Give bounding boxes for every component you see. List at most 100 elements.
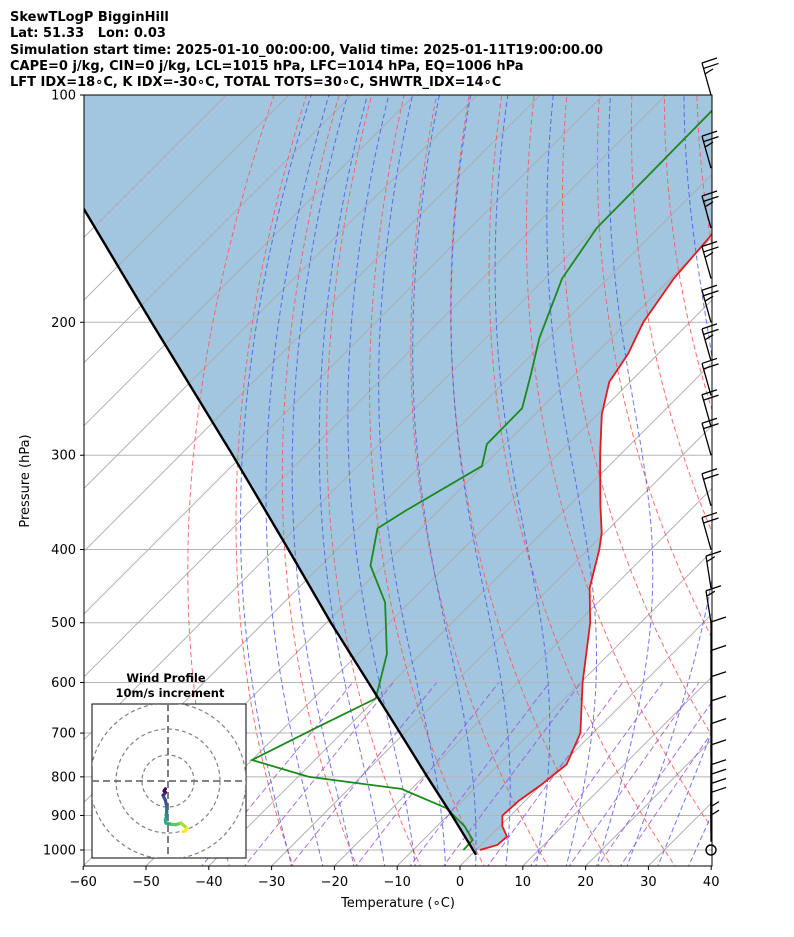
wind-barb: [701, 190, 719, 229]
barb-feather: [701, 284, 718, 291]
barb-feather: [710, 718, 727, 725]
barb-feather: [704, 251, 714, 258]
y-axis-ticks: 1000 900 800 700 600 500 400 300 200 100: [43, 89, 84, 859]
wind-barb: [701, 468, 719, 506]
barb-feather: [703, 246, 719, 253]
barb-feather: [701, 190, 718, 197]
calm-barb: [705, 844, 717, 856]
x-tick-label: 40: [703, 875, 720, 890]
indices-line: LFT IDX=18∘C, K IDX=-30∘C, TOTAL TOTS=30…: [10, 75, 502, 91]
barb-feather: [710, 768, 727, 775]
moist-adiabat: [265, 95, 330, 866]
barb-feather: [704, 295, 714, 302]
mixing-ratio-line: [487, 682, 624, 866]
chart-title: SkewTLogP BigginHill: [10, 10, 169, 25]
barb-feather: [710, 801, 720, 808]
barb-feather: [704, 334, 714, 341]
x-tick-label: −20: [321, 875, 348, 890]
location-line: Lat: 51.33 Lon: 0.03: [10, 26, 166, 42]
barb-feather: [703, 394, 719, 401]
moist-adiabat: [657, 730, 712, 866]
wind-barb: [701, 57, 719, 96]
barb-feather: [704, 141, 714, 148]
barb-feather: [710, 671, 727, 678]
isotherm-line: [271, 424, 712, 866]
dry-adiabat: [729, 78, 794, 869]
wind-barb: [705, 550, 722, 589]
barb-feather: [703, 328, 719, 335]
isotherm-line: [84, 95, 227, 238]
parcel-profile: [84, 206, 478, 856]
dry-adiabat: [187, 95, 275, 866]
barb-feather: [710, 786, 727, 794]
barb-feather: [710, 809, 720, 816]
barb-feather: [701, 57, 718, 64]
isotherm-line: [334, 487, 712, 866]
isotherm-line: [84, 95, 290, 301]
dry-adiabat: [326, 95, 421, 866]
barb-feather: [701, 468, 718, 475]
y-tick-label: 700: [51, 727, 76, 742]
barb-feather: [703, 62, 719, 70]
isotherm-line: [145, 299, 712, 866]
moist-adiabat: [450, 95, 511, 866]
barb-feather: [706, 590, 716, 597]
x-tick-label: −40: [195, 875, 222, 890]
dry-adiabat: [525, 95, 712, 830]
dry-adiabat: [488, 95, 676, 866]
hodograph-inset: Wind Profile 10m/s increment: [91, 671, 247, 859]
wind-barb: [710, 671, 727, 709]
x-tick-label: −50: [132, 875, 159, 890]
dry-adiabat: [562, 95, 712, 737]
moist-adiabat: [347, 95, 416, 866]
mixing-ratio-line: [568, 682, 700, 866]
y-tick-label: 200: [51, 316, 76, 331]
mixing-ratio-line: [355, 682, 500, 866]
temperature-profile: [479, 232, 712, 851]
barb-feather: [710, 759, 727, 766]
moist-adiabat: [412, 95, 477, 866]
moist-adiabat: [626, 95, 712, 866]
barb-feather: [703, 473, 719, 480]
moist-adiabat: [596, 95, 654, 866]
dry-adiabat: [761, 78, 794, 869]
y-tick-label: 900: [51, 809, 76, 824]
hodograph-title: Wind Profile: [126, 671, 206, 685]
wind-barb: [710, 695, 727, 734]
barb-feather: [701, 511, 718, 519]
barb-feather: [710, 695, 727, 702]
barb-feather: [706, 556, 716, 563]
moist-adiabat: [240, 95, 312, 866]
wind-barb: [701, 130, 719, 169]
isotherm-line: [84, 95, 478, 490]
mixing-ratio-line: [289, 682, 438, 866]
isotherm-line: [459, 613, 712, 866]
dry-adiabat-lines: [187, 78, 794, 869]
y-tick-label: 100: [51, 89, 76, 104]
dry-adiabat: [235, 95, 308, 866]
barb-feather: [701, 357, 718, 365]
isotherm-line: [710, 864, 712, 866]
wind-barb: [701, 511, 719, 550]
x-tick-label: −30: [258, 875, 285, 890]
x-tick-label: −10: [383, 875, 410, 890]
moist-adiabat: [291, 95, 355, 866]
wind-barb: [710, 616, 727, 654]
barb-feather: [705, 585, 722, 592]
barb-feather: [703, 363, 719, 370]
barb-feather: [705, 550, 722, 557]
dry-adiabat: [410, 95, 549, 866]
plot-frame: [83, 94, 713, 867]
y-tick-label: 1000: [43, 844, 76, 859]
wind-barb: [701, 357, 719, 396]
moist-adiabat-lines: [240, 95, 712, 866]
dry-adiabat: [663, 95, 712, 412]
barb-feather: [703, 517, 719, 524]
barb-feather: [701, 240, 718, 248]
wind-barbs: [701, 57, 727, 856]
wind-barb: [705, 585, 722, 623]
x-tick-label: −60: [69, 875, 96, 890]
wind-barb: [710, 718, 727, 756]
hodograph-rings: [92, 704, 246, 858]
